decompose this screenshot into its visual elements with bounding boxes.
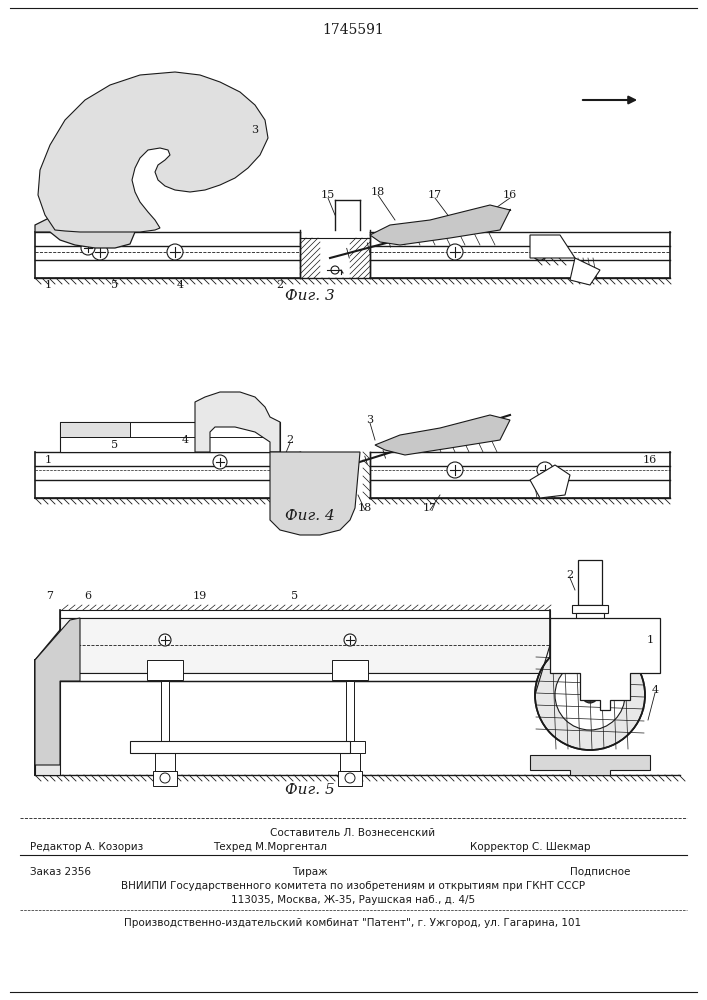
Text: Подписное: Подписное [570,867,630,877]
Text: 1: 1 [45,455,52,465]
Text: Составитель Л. Вознесенский: Составитель Л. Вознесенский [271,828,436,838]
Circle shape [447,244,463,260]
Circle shape [535,640,645,750]
Circle shape [555,660,625,730]
Text: Редактор А. Козориз: Редактор А. Козориз [30,842,144,852]
Text: 17: 17 [423,503,437,513]
Text: ВНИИПИ Государственного комитета по изобретениям и открытиям при ГКНТ СССР: ВНИИПИ Государственного комитета по изоб… [121,881,585,891]
Bar [60,610,550,618]
Circle shape [447,462,463,478]
Text: Техред М.Моргентал: Техред М.Моргентал [213,842,327,852]
Bar [572,605,608,613]
Polygon shape [35,618,80,765]
Bar [578,560,602,605]
Polygon shape [35,210,135,248]
Text: 2: 2 [566,570,573,580]
Text: 1: 1 [646,635,653,645]
Bar [346,681,354,741]
Bar [155,753,175,771]
Polygon shape [550,618,660,710]
Bar [147,660,183,680]
Text: 5: 5 [112,440,119,450]
Circle shape [213,455,227,469]
Bar [576,613,604,633]
Bar [60,422,130,437]
Text: 19: 19 [193,591,207,601]
Circle shape [83,227,93,237]
Polygon shape [370,205,510,245]
Polygon shape [375,415,510,455]
Bar [60,422,280,452]
Text: 4: 4 [177,280,184,290]
Text: 15: 15 [321,190,335,200]
Circle shape [345,773,355,783]
Text: 17: 17 [428,190,442,200]
Bar [150,741,180,753]
Polygon shape [530,465,570,498]
Polygon shape [570,258,600,285]
Bar [60,673,550,681]
Circle shape [582,687,598,703]
Text: Корректор С. Шекмар: Корректор С. Шекмар [469,842,590,852]
Polygon shape [195,392,280,452]
Text: 5: 5 [291,591,298,601]
Circle shape [344,634,356,646]
Circle shape [537,462,553,478]
Circle shape [81,241,95,255]
Text: 16: 16 [503,190,517,200]
Text: 1: 1 [45,280,52,290]
Polygon shape [530,755,650,775]
Text: Фиг. 5: Фиг. 5 [285,783,335,797]
Text: 7: 7 [47,591,54,601]
Circle shape [331,266,339,274]
Text: 113035, Москва, Ж-35, Раушская наб., д. 4/5: 113035, Москва, Ж-35, Раушская наб., д. … [231,895,475,905]
Polygon shape [530,235,575,258]
Bar [332,660,368,680]
Text: 2: 2 [286,435,293,445]
Circle shape [331,486,339,494]
Text: 16: 16 [643,455,657,465]
Circle shape [167,244,183,260]
Text: 3: 3 [366,415,373,425]
Bar [60,618,550,673]
Circle shape [159,634,171,646]
Circle shape [92,244,108,260]
Bar [130,741,350,753]
Polygon shape [38,72,268,232]
Text: Производственно-издательский комбинат "Патент", г. Ужгород, ул. Гагарина, 101: Производственно-издательский комбинат "П… [124,918,582,928]
Text: 2: 2 [276,280,284,290]
Text: 18: 18 [358,503,372,513]
Bar [338,771,362,786]
Text: 4: 4 [182,435,189,445]
Bar [161,681,169,741]
Text: 3: 3 [252,125,259,135]
Bar [35,681,60,775]
Text: 18: 18 [371,187,385,197]
Text: 5: 5 [112,280,119,290]
Circle shape [160,773,170,783]
Text: 1745591: 1745591 [322,23,384,37]
Text: Фиг. 4: Фиг. 4 [285,509,335,523]
Polygon shape [270,452,360,535]
Text: Заказ 2356: Заказ 2356 [30,867,91,877]
Bar [153,771,177,786]
Text: Фиг. 3: Фиг. 3 [285,289,335,303]
Bar [335,741,365,753]
Text: Тираж: Тираж [292,867,328,877]
Text: 6: 6 [84,591,92,601]
Text: 4: 4 [651,685,658,695]
Bar [340,753,360,771]
Circle shape [532,244,548,260]
